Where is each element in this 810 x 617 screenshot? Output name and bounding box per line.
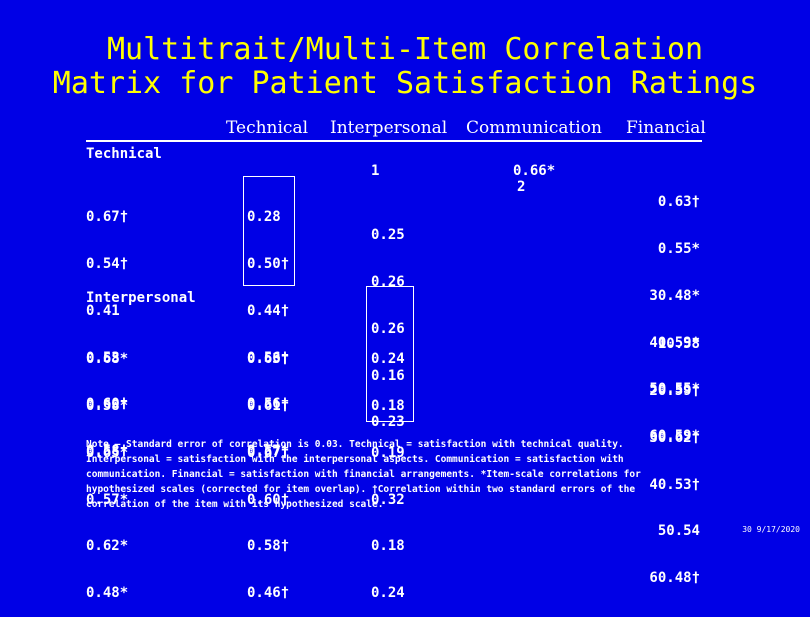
- cell: 50.55*: [649, 381, 700, 398]
- cell: 0.63†: [247, 351, 290, 368]
- cell: 0.67†: [86, 209, 129, 226]
- cell: 60.59*: [649, 428, 700, 445]
- cell: 0.28: [247, 209, 281, 226]
- cell: 50.54: [657, 523, 700, 540]
- technical-col-items: 0.67† 0.54† 0.41 0.53 0.60† 0.58†: [86, 179, 128, 475]
- header-interpersonal: Interpersonal: [330, 118, 448, 138]
- cell: 0.58†: [86, 443, 129, 460]
- cell: 40.53†: [649, 476, 700, 493]
- cell: 0.67†: [247, 444, 290, 461]
- cell: 0.60†: [86, 396, 129, 413]
- cell: 0.54†: [86, 255, 129, 272]
- technical-col-communication-top: 0.66*: [513, 163, 556, 179]
- cell: 0.26: [371, 320, 405, 337]
- cell: 10.58: [657, 336, 700, 353]
- cell: 0.56†: [247, 349, 290, 366]
- cell: 0.48*: [86, 585, 129, 602]
- cell: 0.18: [371, 397, 405, 414]
- cell: 0.18: [371, 538, 405, 555]
- cell: 0.58*: [86, 397, 129, 414]
- header-rule: [86, 140, 702, 142]
- cell: 40.59*: [649, 334, 700, 351]
- cell: 0.41: [86, 302, 120, 319]
- cell: 0.24: [371, 585, 405, 602]
- cell: 0.53: [86, 349, 120, 366]
- slide-title: Multitrait/Multi-Item Correlation Matrix…: [0, 33, 810, 101]
- cell: 0.68*: [86, 351, 129, 368]
- cell: 0.65*: [86, 444, 129, 461]
- cell: 30.48*: [649, 287, 700, 304]
- technical-col-communication-second: 2: [517, 179, 526, 195]
- cell: 0.57†: [247, 443, 290, 460]
- header-financial: Financial: [626, 118, 706, 138]
- technical-col-technical: 0.28 0.50† 0.44† 0.56† 0.56† 0.57†: [247, 179, 289, 475]
- cell: 0.56†: [247, 396, 290, 413]
- title-line-2: Matrix for Patient Satisfaction Ratings: [52, 66, 758, 101]
- cell: 0.26: [371, 273, 405, 290]
- cell: 0.23: [371, 414, 405, 431]
- cell: 0.63†: [657, 194, 700, 211]
- cell: 0.19: [371, 444, 405, 461]
- cell: 0.25: [371, 227, 405, 244]
- cell: 0.16: [371, 367, 405, 384]
- cell: 0.32: [371, 491, 405, 508]
- cell: 0.50†: [247, 255, 290, 272]
- technical-col-interpersonal-top: 1: [371, 163, 380, 179]
- cell: 0.24: [371, 351, 405, 368]
- cell: 0.62*: [86, 538, 129, 555]
- cell: 0.60†: [247, 491, 290, 508]
- cell: 0.46†: [247, 585, 290, 602]
- header-technical: Technical: [226, 118, 309, 138]
- header-communication: Communication: [466, 118, 602, 138]
- cell: 0.44†: [247, 302, 290, 319]
- cell: 30.62†: [649, 429, 700, 446]
- title-line-1: Multitrait/Multi-Item Correlation: [106, 32, 704, 67]
- cell: 0.55*: [657, 240, 700, 257]
- slide-footer: 30 9/17/2020: [742, 525, 800, 534]
- technical-col-financial: 0.63† 0.55* 30.48* 40.59* 50.55* 60.59*: [643, 164, 700, 460]
- section-interpersonal: Interpersonal: [86, 290, 196, 306]
- footnote: Note – Standard error of correlation is …: [86, 439, 641, 510]
- cell: 20.59†: [649, 382, 700, 399]
- section-technical: Technical: [86, 146, 162, 162]
- technical-col-interpersonal: 0.25 0.26 0.26 0.16 0.23: [371, 197, 405, 447]
- cell: 0.58†: [247, 538, 290, 555]
- cell: 0.61†: [247, 397, 290, 414]
- interpersonal-box: [366, 286, 414, 422]
- cell: 0.57*: [86, 491, 129, 508]
- technical-box: [243, 176, 295, 286]
- cell: 60.48†: [649, 570, 700, 587]
